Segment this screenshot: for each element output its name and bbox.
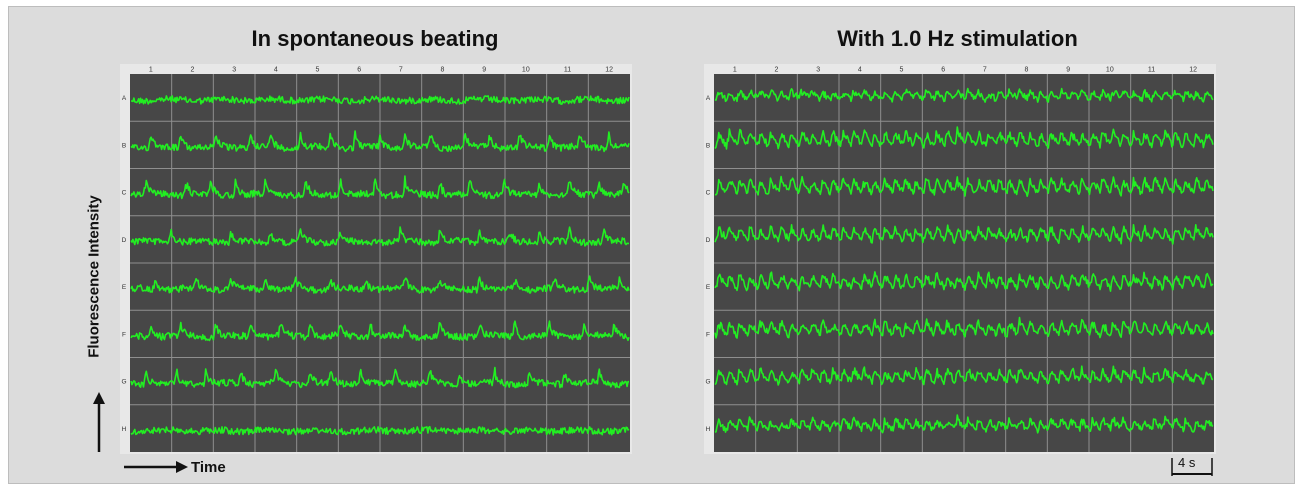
left-panel-title: In spontaneous beating xyxy=(251,26,499,51)
row-tick-label: F xyxy=(122,331,126,338)
column-tick-label: 11 xyxy=(564,67,571,74)
row-tick-label: E xyxy=(706,284,711,291)
trace-row-e xyxy=(130,275,630,294)
trace-row-b xyxy=(714,126,1214,150)
trace-row-g xyxy=(130,366,629,389)
column-tick-label: 5 xyxy=(900,67,904,74)
row-tick-label: E xyxy=(122,284,127,291)
column-tick-label: 6 xyxy=(357,67,361,74)
row-tick-label: D xyxy=(706,237,711,244)
column-tick-label: 12 xyxy=(605,67,613,74)
trace-row-e xyxy=(714,271,1214,292)
row-tick-label: D xyxy=(122,237,127,244)
row-tick-label: C xyxy=(706,190,711,197)
trace-row-h xyxy=(130,425,630,436)
row-tick-label: H xyxy=(706,426,711,433)
column-tick-label: 7 xyxy=(399,67,403,74)
trace-row-d xyxy=(714,224,1214,245)
column-tick-label: 7 xyxy=(983,67,987,74)
column-tick-label: 11 xyxy=(1148,67,1155,74)
row-tick-label: A xyxy=(706,95,711,102)
trace-row-a xyxy=(131,95,630,105)
left-plate-chart: 1 2 3 4 5 6 7 8 9 10 11 12 A B C D E F G H xyxy=(120,64,632,454)
right-panel-title: With 1.0 Hz stimulation xyxy=(837,26,1078,51)
trace-row-f xyxy=(130,320,630,342)
column-tick-label: 5 xyxy=(316,67,320,74)
y-axis-arrow-icon xyxy=(93,392,105,452)
row-tick-label: B xyxy=(706,142,710,149)
trace-row-g xyxy=(714,365,1214,386)
column-tick-label: 8 xyxy=(1025,67,1029,74)
row-tick-label: A xyxy=(122,95,127,102)
x-axis-arrow-icon xyxy=(124,461,188,473)
column-tick-label: 3 xyxy=(232,67,236,74)
trace-row-f xyxy=(714,316,1214,339)
column-tick-label: 4 xyxy=(274,67,278,74)
trace-row-c xyxy=(714,175,1214,197)
column-tick-label: 1 xyxy=(149,67,153,74)
row-tick-label: F xyxy=(706,331,710,338)
column-tick-label: 9 xyxy=(1066,67,1070,74)
column-tick-label: 9 xyxy=(482,67,486,74)
x-axis-label: Time xyxy=(191,459,226,476)
right-plate-chart: 1 2 3 4 5 6 7 8 9 10 11 12 A B C D E F G H xyxy=(704,64,1216,454)
column-tick-label: 8 xyxy=(441,67,445,74)
column-tick-label: 2 xyxy=(191,67,195,74)
column-tick-label: 10 xyxy=(522,67,530,74)
scale-bar-label: 4 s xyxy=(1178,455,1196,470)
column-tick-label: 3 xyxy=(816,67,820,74)
column-tick-label: 12 xyxy=(1189,67,1197,74)
trace-row-h xyxy=(714,414,1214,434)
column-tick-label: 10 xyxy=(1106,67,1114,74)
trace-row-a xyxy=(714,87,1214,103)
trace-row-c xyxy=(130,175,630,200)
trace-row-d xyxy=(130,226,629,247)
column-tick-label: 2 xyxy=(775,67,779,74)
row-tick-label: H xyxy=(122,426,127,433)
row-tick-label: C xyxy=(122,190,127,197)
trace-row-b xyxy=(130,130,630,153)
y-axis-label: Fluorescence Intensity xyxy=(85,195,103,358)
column-tick-label: 1 xyxy=(733,67,737,74)
row-tick-label: G xyxy=(705,379,710,386)
column-tick-label: 6 xyxy=(941,67,945,74)
row-tick-label: B xyxy=(122,142,126,149)
scale-bar xyxy=(1171,458,1213,476)
column-tick-label: 4 xyxy=(858,67,862,74)
row-tick-label: G xyxy=(121,379,126,386)
